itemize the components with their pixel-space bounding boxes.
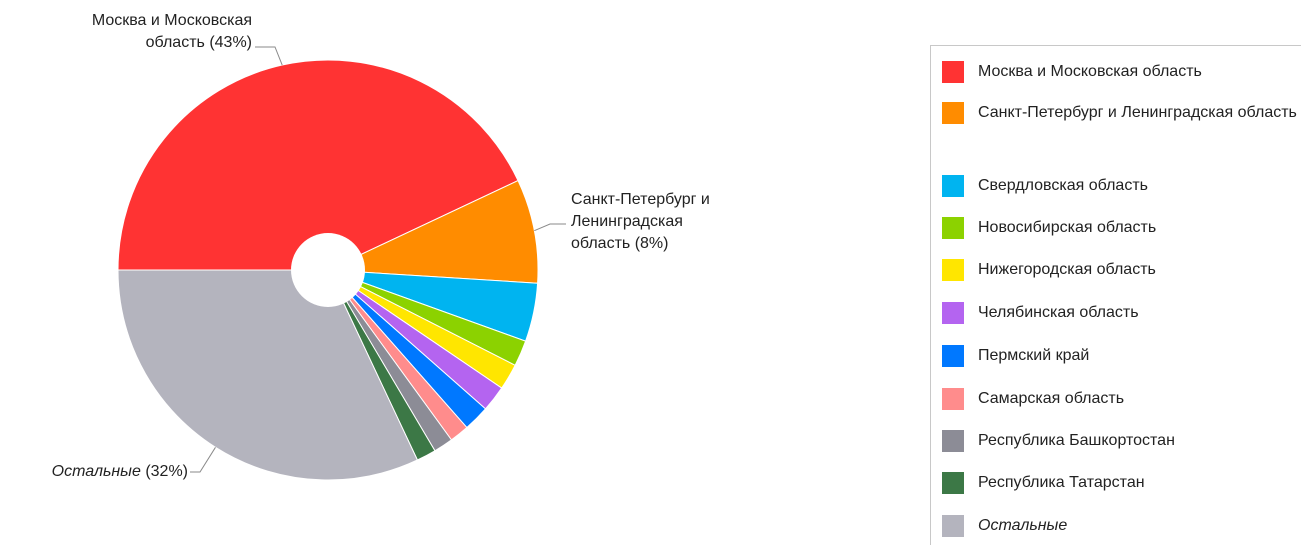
legend-swatch (942, 102, 964, 124)
pie-slice-2 (327, 179, 539, 284)
callout-spb-line3: область (8%) (571, 235, 669, 252)
legend-swatch (942, 259, 964, 281)
legend-swatch (942, 61, 964, 83)
leader-line-spb (534, 223, 566, 232)
legend-label: Республика Башкортостан (978, 432, 1175, 449)
legend-label: Свердловская область (978, 177, 1148, 194)
legend: Москва и Московская область Санкт-Петербу… (930, 45, 1301, 545)
legend-swatch (942, 472, 964, 494)
legend-label: Новосибирская область (978, 219, 1157, 236)
donut-hole (291, 233, 365, 307)
callout-spb-line2: Ленинградская (571, 213, 683, 230)
callout-spb: Санкт-Петербург и Ленинградская область … (571, 189, 781, 255)
legend-swatch (942, 345, 964, 367)
legend-swatch (942, 430, 964, 452)
legend-swatch (942, 302, 964, 324)
callout-moscow-line1: Москва и Московская (91, 12, 252, 29)
callout-spb-line1: Санкт-Петербург и (571, 191, 710, 208)
callout-other: Остальные (32%) (52, 461, 188, 483)
legend-swatch (942, 217, 964, 239)
callout-moscow: Москва и Московская область (43%) (0, 10, 252, 54)
legend-swatch (942, 515, 964, 537)
pie-slice-1 (117, 59, 519, 271)
leader-line-moscow (255, 46, 283, 66)
callout-other-name: Остальные (51, 463, 141, 480)
legend-label: Санкт-Петербург и Ленинградская область (978, 104, 1297, 121)
callout-moscow-line2: область (43%) (145, 34, 252, 51)
legend-label: Самарская область (978, 390, 1125, 407)
pie-plot (117, 46, 566, 481)
pie-slice-11 (117, 269, 419, 481)
legend-label: Остальные (978, 517, 1068, 534)
legend-swatch (942, 175, 964, 197)
leader-line-other (190, 447, 216, 473)
legend-label: Республика Татарстан (978, 474, 1145, 491)
legend-swatch (942, 388, 964, 410)
legend-label: Челябинская область (978, 304, 1139, 321)
legend-label: Москва и Московская область (978, 63, 1202, 80)
legend-label: Нижегородская область (978, 261, 1156, 278)
callout-other-pct: (32%) (145, 463, 188, 480)
legend-label: Пермский край (978, 347, 1090, 364)
